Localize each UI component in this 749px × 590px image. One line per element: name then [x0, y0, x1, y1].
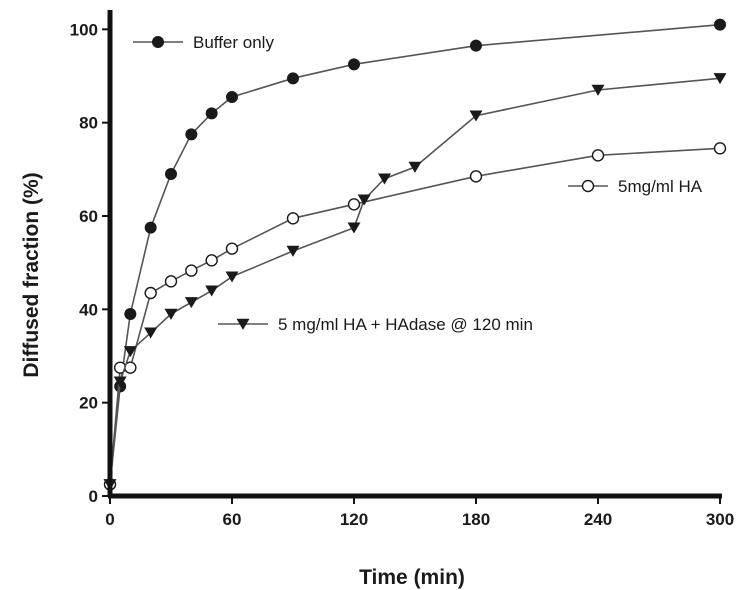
- data-point: [185, 264, 198, 277]
- data-point: [123, 346, 137, 358]
- series-line: [109, 77, 721, 485]
- data-point: [144, 221, 157, 234]
- data-point: [124, 308, 137, 320]
- data-point: [713, 73, 727, 85]
- series-0: [104, 18, 726, 491]
- x-axis-title: Time (min): [359, 566, 465, 589]
- data-point: [165, 168, 177, 180]
- y-tick-label: 60: [79, 207, 98, 226]
- x-tick-label: 60: [223, 510, 242, 529]
- x-ticks: 0 60 120 180 240 300: [105, 496, 734, 529]
- data-point: [226, 91, 238, 103]
- x-tick-label: 180: [462, 510, 490, 529]
- data-point: [287, 72, 299, 85]
- data-point: [714, 18, 726, 31]
- data-point: [469, 110, 483, 122]
- data-point: [713, 142, 727, 155]
- x-tick-label: 120: [340, 510, 368, 529]
- data-point: [347, 222, 361, 234]
- legend-item: 5mg/ml HA: [568, 177, 703, 196]
- legend-item: 5 mg/ml HA + HAdase @ 120 min: [218, 315, 533, 334]
- y-axis-title: Diffused fraction (%): [20, 172, 43, 377]
- y-tick-label: 100: [70, 20, 98, 39]
- series-layer: [103, 18, 727, 491]
- data-point: [185, 128, 198, 141]
- data-point: [164, 308, 178, 320]
- legend-label: 5mg/ml HA: [618, 177, 703, 196]
- data-point: [470, 39, 482, 52]
- series-2: [103, 73, 727, 491]
- y-tick-label: 40: [79, 300, 98, 319]
- x-tick-label: 0: [105, 510, 114, 529]
- x-tick-label: 300: [706, 510, 734, 529]
- data-point: [286, 212, 300, 225]
- series-1: [103, 142, 727, 491]
- data-point: [286, 245, 300, 257]
- data-point: [348, 58, 360, 71]
- legend-label: Buffer only: [193, 33, 274, 52]
- legend-label: 5 mg/ml HA + HAdase @ 120 min: [278, 315, 533, 334]
- data-point: [144, 327, 158, 339]
- y-tick-label: 0: [89, 487, 98, 506]
- data-point: [225, 271, 239, 283]
- data-point: [469, 170, 483, 183]
- y-tick-label: 20: [79, 394, 98, 413]
- data-point: [378, 173, 391, 185]
- data-point: [591, 84, 605, 96]
- x-tick-label: 240: [584, 510, 612, 529]
- series-line: [109, 23, 721, 485]
- data-point: [347, 198, 361, 211]
- data-point: [225, 242, 239, 255]
- legend-marker: [236, 318, 250, 330]
- data-point: [164, 275, 178, 288]
- legend-marker: [581, 179, 595, 193]
- data-point: [113, 376, 127, 388]
- data-point: [184, 297, 198, 309]
- legend-item: Buffer only: [133, 33, 274, 52]
- data-point: [144, 286, 157, 300]
- data-point: [591, 149, 605, 162]
- data-point: [205, 285, 219, 297]
- legend-layer: Buffer only 5mg/ml HA 5 mg/ml HA + HAdase …: [133, 33, 703, 334]
- data-point: [357, 194, 371, 206]
- legend-marker: [152, 36, 164, 48]
- data-point: [408, 161, 422, 173]
- y-ticks: 0 20 40 60 80 100: [70, 20, 110, 506]
- data-point: [205, 254, 218, 267]
- data-point: [205, 107, 218, 120]
- y-tick-label: 80: [79, 114, 98, 133]
